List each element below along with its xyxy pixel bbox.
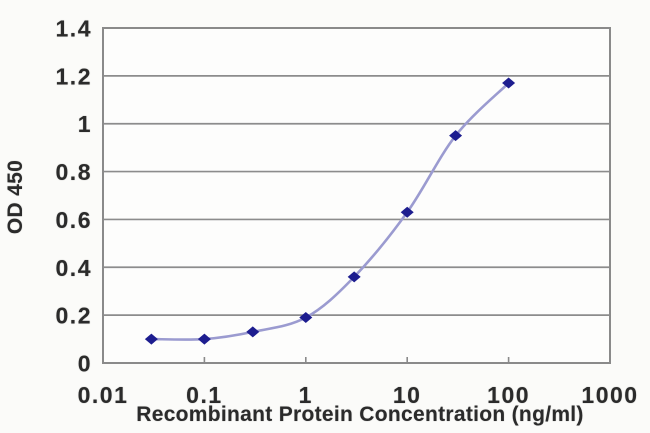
data-point-marker [502,77,516,89]
data-point-marker [400,206,414,218]
y-tick-label: 0 [78,351,92,377]
plot-border [102,27,611,364]
y-tick-label: 0.8 [56,159,92,185]
y-tick-label: 0.4 [56,255,92,281]
data-point-marker [449,130,463,142]
y-tick-label: 0.2 [56,303,92,329]
data-point-marker [246,326,260,338]
x-tick-label: 10 [393,382,422,408]
x-tick-label: 100 [487,382,530,408]
y-tick-label: 1 [78,111,92,137]
data-point-marker [197,333,211,345]
series-line [150,81,510,341]
y-tick-label: 1.2 [56,63,92,89]
data-point-marker [347,271,361,283]
data-point-marker [299,312,313,324]
y-axis-title: OD 450 [4,159,27,235]
plot-background [103,28,610,363]
x-tick-label: 0.01 [78,382,129,408]
y-tick-label: 0.6 [56,207,92,233]
y-tick-label: 1.4 [56,16,92,42]
x-tick-label: 0.1 [186,382,222,408]
x-axis-title: Recombinant Protein Concentration (ng/ml… [136,403,584,426]
x-tick-label: 1 [299,382,313,408]
data-point-marker [144,333,158,345]
x-tick-label: 1000 [581,382,638,408]
